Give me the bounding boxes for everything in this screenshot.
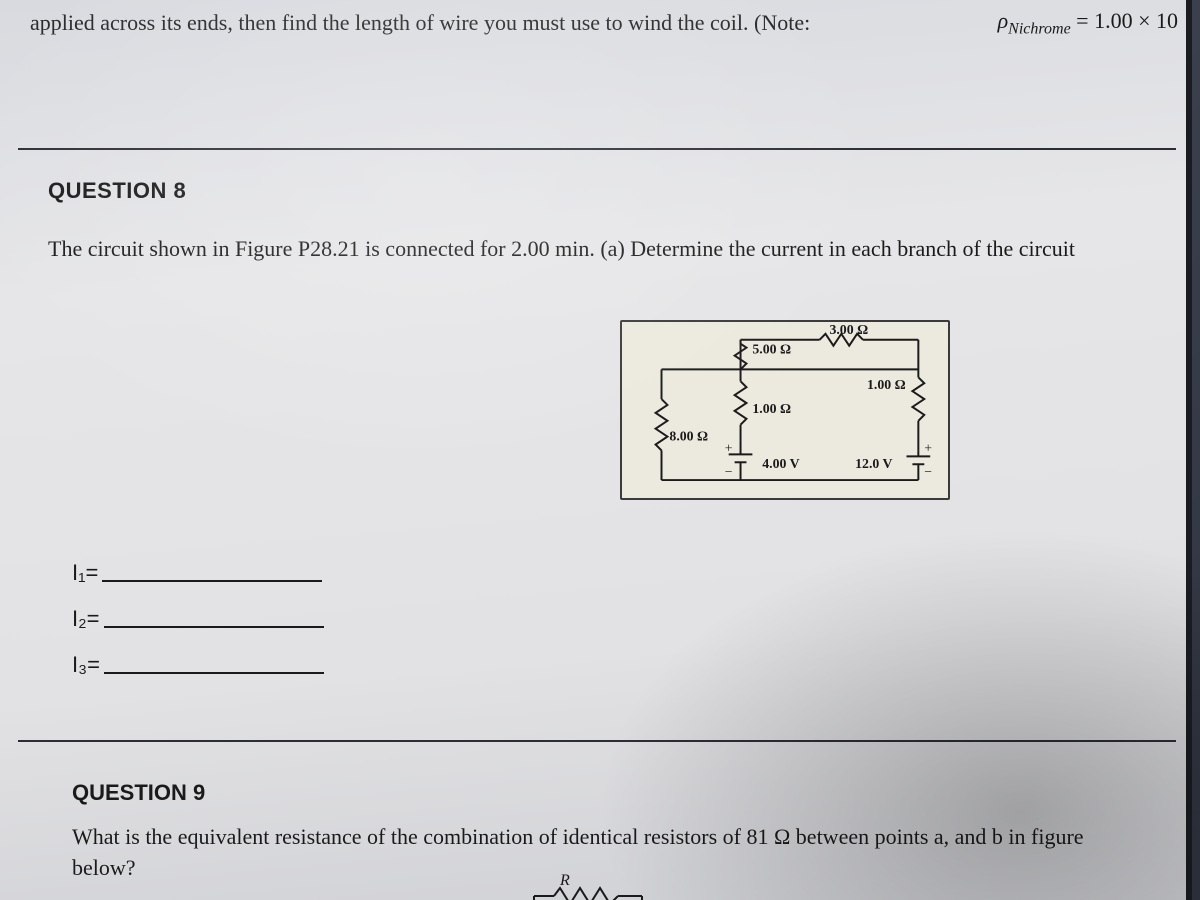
prev-question-text: applied across its ends, then find the l…: [30, 10, 810, 35]
minus-mid: −: [725, 464, 733, 479]
divider-2: [18, 740, 1176, 742]
r-1ohm-right: 1.00 Ω: [867, 377, 906, 392]
rho-subscript: Nichrome: [1008, 20, 1071, 37]
page-surface: applied across its ends, then find the l…: [0, 0, 1192, 900]
r-1ohm-mid: 1.00 Ω: [752, 401, 791, 416]
divider-1: [18, 148, 1176, 150]
rho-value: = 1.00 × 10: [1071, 8, 1178, 33]
v-12: 12.0 V: [855, 456, 892, 471]
answer-i3-blank[interactable]: [104, 672, 324, 674]
rho-symbol: ρ: [998, 8, 1009, 33]
question-9-prompt: What is the equivalent resistance of the…: [72, 822, 1146, 884]
question-9-label: QUESTION 9: [72, 780, 1146, 806]
circuit-diagram: 5.00 Ω 3.00 Ω 1.00 Ω 1.00 Ω 8.00 Ω 4.00 …: [620, 320, 950, 500]
circuit-svg: 5.00 Ω 3.00 Ω 1.00 Ω 1.00 Ω 8.00 Ω 4.00 …: [622, 322, 948, 500]
v-4: 4.00 V: [762, 456, 799, 471]
answer-i1-blank[interactable]: [102, 580, 322, 582]
answer-i2-symbol: I₂=: [72, 606, 100, 632]
answer-i1-symbol: I₁=: [72, 560, 98, 586]
plus-mid: +: [725, 440, 733, 455]
answer-blanks: I₁= I₂= I₃=: [72, 560, 324, 698]
r-8ohm: 8.00 Ω: [669, 429, 708, 444]
answer-i3-row: I₃=: [72, 652, 324, 678]
plus-right: +: [924, 440, 932, 455]
question-8: QUESTION 8 The circuit shown in Figure P…: [48, 178, 1146, 265]
question-8-label: QUESTION 8: [48, 178, 1146, 204]
answer-i1-row: I₁=: [72, 560, 324, 586]
question-8-prompt: The circuit shown in Figure P28.21 is co…: [48, 232, 1146, 265]
r-3ohm: 3.00 Ω: [829, 322, 868, 337]
answer-i2-row: I₂=: [72, 606, 324, 632]
rho-note: ρNichrome = 1.00 × 10: [998, 8, 1178, 38]
frag-bottom-resistor-icon: [530, 886, 670, 900]
minus-right: −: [924, 464, 932, 479]
answer-i3-symbol: I₃=: [72, 652, 100, 678]
answer-i2-blank[interactable]: [104, 626, 324, 628]
question-9: QUESTION 9 What is the equivalent resist…: [72, 780, 1146, 884]
r-5ohm: 5.00 Ω: [752, 342, 791, 357]
